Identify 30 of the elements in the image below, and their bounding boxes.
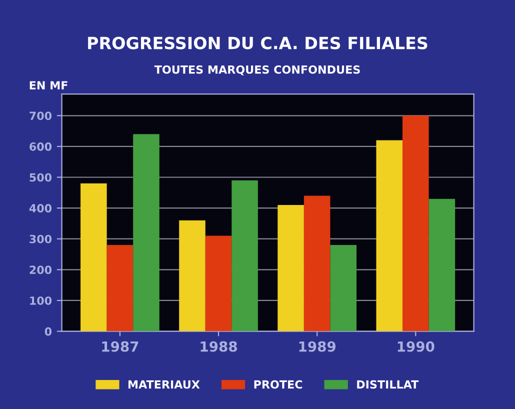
x-tick-label: 1988: [200, 341, 237, 352]
y-axis-title: EN MF: [30, 81, 68, 90]
y-tick-label: 700: [30, 112, 52, 120]
bar: [106, 245, 134, 332]
bar: [330, 245, 357, 332]
y-tick-label: 0: [44, 327, 52, 336]
bar: [133, 134, 160, 332]
y-tick-label: 200: [30, 266, 52, 274]
x-tick-label: 1990: [398, 341, 434, 352]
legend-label: MATERIAUX: [128, 380, 200, 389]
bar: [304, 196, 330, 332]
bar: [80, 183, 107, 332]
legend-label: PROTEC: [254, 380, 302, 389]
y-tick-label: 400: [29, 204, 52, 212]
bar: [402, 116, 429, 332]
bar: [179, 220, 206, 332]
bar: [376, 140, 403, 332]
x-tick-label: 1989: [299, 341, 336, 352]
x-tick-label: 1987: [102, 341, 138, 352]
bar: [205, 236, 232, 332]
bar: [232, 180, 258, 332]
chart-title: PROGRESSION DU C.A. DES FILIALES: [88, 36, 428, 50]
bar: [278, 204, 304, 332]
bar: [428, 198, 456, 332]
y-tick-label: 600: [30, 142, 52, 151]
legend-label: DISTILLAT: [357, 380, 419, 389]
y-tick-label: 100: [30, 296, 52, 305]
chart-subtitle: TOUTES MARQUES CONFONDUES: [154, 65, 360, 76]
y-tick-label: 300: [30, 234, 52, 244]
y-tick-label: 500: [30, 173, 52, 182]
